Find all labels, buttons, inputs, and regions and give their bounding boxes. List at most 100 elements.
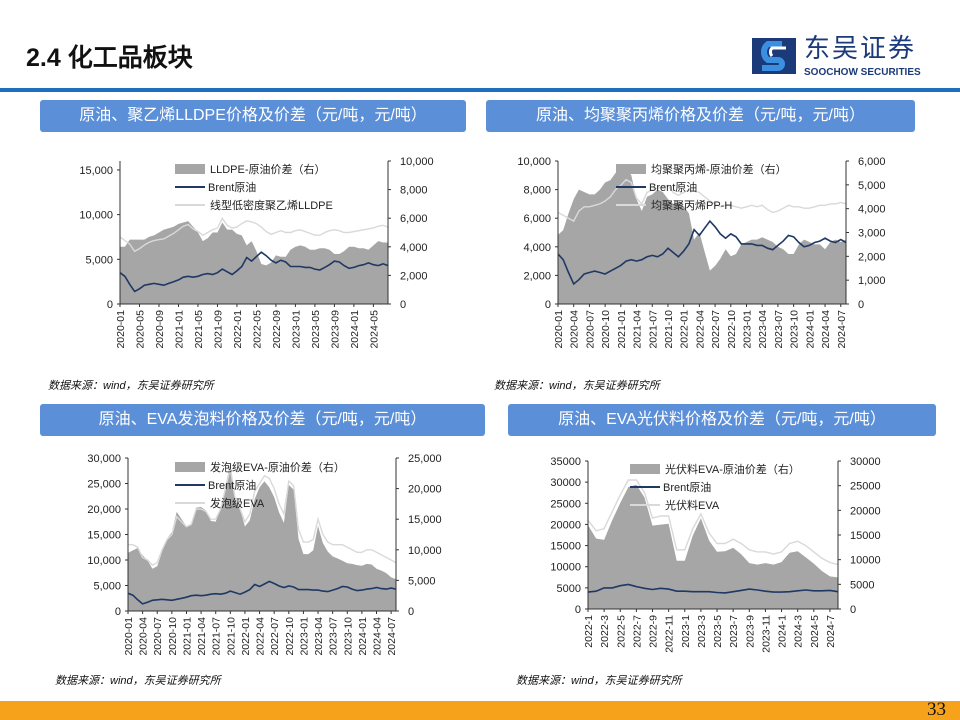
x-tick-label: 2020-01 [553,310,565,349]
x-tick-label: 2024-3 [793,615,805,648]
legend-swatch-spread [630,464,660,474]
price-line [119,216,389,253]
chart-pp: 0 2,000 4,000 6,000 8,000 10,000 0 1,000 2,000 3,… [517,156,886,349]
x-tick-label: 2020-10 [167,617,179,656]
legend-label-spread: 均聚聚丙烯-原油价差（右） [651,162,787,176]
x-tick-label: 2024-7 [825,615,837,648]
price-line [587,479,839,566]
legend-swatch-spread [175,462,205,472]
left-tick-label: 25,000 [87,479,121,491]
right-tick-label: 5,000 [858,180,886,192]
x-tick-label: 2020-01 [115,310,127,349]
x-tick-label: 2021-01 [181,617,193,656]
x-tick-label: 2022-01 [679,310,691,349]
right-tick-label: 1,000 [858,275,886,287]
left-tick-label: 15,000 [79,165,113,177]
left-tick-label: 30000 [550,477,581,489]
x-tick-label: 2024-04 [372,617,384,656]
legend-label-brent: Brent原油 [649,180,697,194]
left-tick-label: 10,000 [517,156,551,168]
x-tick-label: 2022-5 [615,615,627,648]
x-tick-label: 2022-7 [631,615,643,648]
page-number: 33 [927,699,946,720]
x-tick-label: 2023-5 [712,615,724,648]
x-tick-label: 2022-01 [232,310,244,349]
x-tick-label: 2020-04 [569,310,581,349]
legend-label-brent: Brent原油 [208,478,256,492]
left-tick-label: 5000 [557,583,581,595]
x-tick-label: 2023-04 [757,310,769,349]
logo-text-en: SOOCHOW SECURITIES [804,67,921,78]
spread-area [588,484,838,609]
x-tick-label: 2021-10 [663,310,675,349]
left-tick-label: 0 [115,606,121,618]
right-tick-label: 20000 [850,505,881,517]
x-tick-label: 2024-01 [349,310,361,349]
right-tick-label: 0 [400,299,406,311]
chart-eva-foam: 0 5,000 10,000 15,000 20,000 25,000 30,000 0 5,0… [87,453,441,656]
right-tick-label: 5,000 [408,575,436,587]
chart-title-lldpe: 原油、聚乙烯LLDPE价格及价差（元/吨，元/吨） [40,100,466,132]
right-tick-label: 6,000 [400,213,428,225]
x-tick-label: 2023-9 [744,615,756,648]
brent-line [127,580,397,605]
legend-label-spread: 发泡级EVA-原油价差（右） [210,460,345,474]
right-tick-label: 3,000 [858,228,886,240]
x-tick-label: 2022-04 [255,617,267,656]
legend-label-price: 线型低密度聚乙烯LLDPE [210,198,333,212]
legend-label-price: 光伏料EVA [665,498,720,512]
source-note-pp: 数据来源：wind，东吴证券研究所 [494,380,660,392]
right-tick-label: 0 [850,604,856,616]
x-tick-label: 2023-07 [328,617,340,656]
legend-label-price: 均聚聚丙烯PP-H [651,199,732,212]
legend-label-price: 发泡级EVA [210,496,265,510]
source-note-eva-pv: 数据来源：wind，东吴证券研究所 [516,675,682,687]
left-tick-label: 15000 [550,541,581,553]
x-tick-label: 2022-01 [240,617,252,656]
left-tick-label: 6,000 [523,213,551,225]
x-tick-label: 2024-01 [357,617,369,656]
left-tick-label: 25000 [550,498,581,510]
footer-bar [0,701,960,720]
legend-swatch-spread [175,164,205,174]
spread-area [128,463,396,611]
x-tick-label: 2023-11 [760,615,772,653]
right-tick-label: 30000 [850,456,881,468]
x-tick-label: 2023-01 [290,310,302,349]
x-tick-label: 2021-01 [616,310,628,349]
right-tick-label: 2,000 [858,251,886,263]
x-tick-label: 2023-07 [773,310,785,349]
right-tick-label: 0 [858,299,864,311]
left-tick-label: 10,000 [79,210,113,222]
source-note-eva-foam: 数据来源：wind，东吴证券研究所 [55,675,221,687]
x-tick-label: 2022-07 [269,617,281,656]
x-tick-label: 2022-10 [284,617,296,656]
right-tick-label: 10000 [850,555,881,567]
chart-eva-pv: 0 5000 10000 15000 20000 25000 30000 35000 0 5000… [550,456,881,653]
right-tick-label: 0 [408,606,414,618]
x-tick-label: 2023-04 [313,617,325,656]
chart-lldpe: 0 5,000 10,000 15,000 0 2,000 4,000 6,000 8,000 1… [79,156,433,349]
legend-swatch-spread [616,164,646,174]
x-tick-label: 2022-09 [271,310,283,349]
x-tick-label: 2021-10 [225,617,237,656]
logo-text-cn: 东吴证券 [804,33,917,63]
price-line [128,468,397,566]
left-tick-label: 8,000 [523,185,551,197]
price-line [557,178,847,223]
x-tick-label: 2024-1 [777,615,789,648]
x-tick-label: 2021-04 [196,617,208,656]
left-tick-label: 4,000 [523,242,551,254]
x-tick-label: 2023-01 [298,617,310,656]
logo-mark-icon [752,38,796,74]
x-tick-label: 2022-9 [648,615,660,648]
x-tick-label: 2021-04 [632,310,644,349]
x-tick-label: 2021-07 [647,310,659,349]
x-tick-label: 2020-05 [134,310,146,349]
x-tick-label: 2021-09 [212,310,224,349]
left-tick-label: 15,000 [87,530,121,542]
brent-line [557,219,847,286]
x-tick-label: 2023-1 [680,615,692,648]
x-tick-label: 2022-1 [583,615,595,648]
x-tick-label: 2020-04 [138,617,150,656]
